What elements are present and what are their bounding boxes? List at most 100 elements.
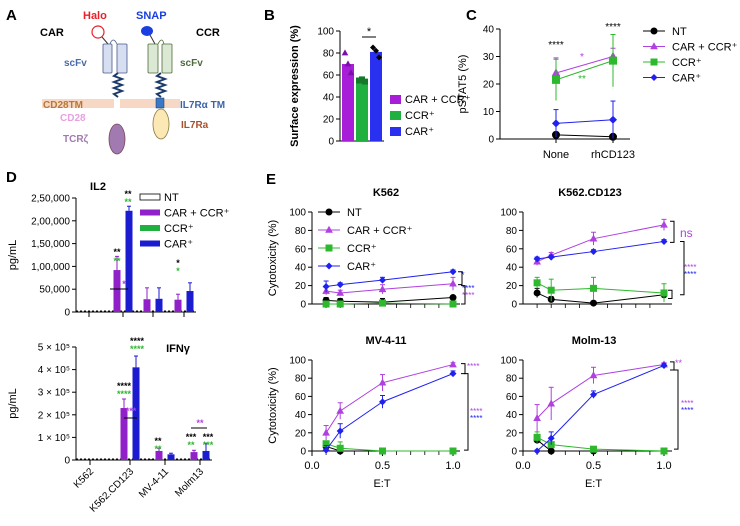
y-tick-label: 50,000 (39, 285, 70, 296)
panel-label-d: D (6, 169, 17, 186)
series-line (326, 297, 454, 303)
data-point (449, 447, 457, 455)
significance-bracket (464, 373, 469, 451)
legend-marker (650, 74, 658, 81)
y-tick-label: 80 (323, 49, 335, 60)
significance-marker: * (580, 52, 584, 63)
y-tick-label: 40 (295, 263, 307, 274)
legend-swatch (390, 127, 401, 136)
significance-marker: **** (117, 381, 132, 391)
data-point (336, 288, 345, 296)
y-tick-label: 0 (511, 300, 517, 311)
y-tick-label: 5 × 10⁵ (38, 343, 70, 354)
significance-marker: **** (117, 389, 132, 399)
legend-label: CAR⁺ (164, 239, 193, 251)
legend-marker (325, 225, 333, 233)
y-axis-label: Cytotoxicity (%) (267, 367, 279, 443)
data-point (449, 370, 457, 378)
data-point (533, 433, 541, 441)
significance-marker: ** (675, 358, 683, 368)
y-tick-label: 20 (506, 428, 518, 439)
data-point (378, 378, 387, 386)
x-tick-label: 0.0 (515, 460, 530, 472)
significance-marker: **** (681, 399, 693, 408)
panel-label-e: E (266, 171, 276, 188)
y-tick-label: 1 × 10⁵ (38, 433, 70, 444)
significance-marker: **** (681, 406, 693, 415)
data-point (660, 447, 668, 455)
y-tick-label: 2,50,000 (31, 194, 70, 205)
data-point (533, 289, 541, 297)
bar (132, 367, 140, 460)
chart-title: K562 (373, 187, 399, 199)
x-tick-label: Molm13 (173, 466, 206, 499)
data-point (590, 284, 597, 292)
bar (174, 299, 182, 312)
significance-marker: * (461, 270, 465, 280)
data-point (322, 428, 330, 436)
series-ccr (533, 276, 668, 303)
data-point (547, 286, 555, 294)
receptor-diagram: Halo SNAP CAR CCR scFv scFv CD28TM IL7Rα… (40, 10, 225, 155)
data-point (373, 47, 379, 54)
series-car (552, 100, 617, 139)
y-tick-label: 80 (295, 374, 307, 385)
data-point (449, 300, 457, 308)
data-point (660, 237, 668, 245)
car-scfv-domain-1 (102, 43, 113, 74)
data-point (547, 447, 555, 455)
legend-label: CAR⁺ (405, 126, 434, 138)
series-ccr (552, 34, 617, 101)
y-tick-label: 0 (300, 447, 306, 458)
data-point (336, 444, 344, 452)
data-point (660, 220, 668, 228)
snap-label: SNAP (136, 10, 167, 22)
x-axis-label: E:T (373, 478, 390, 490)
data-point (449, 279, 457, 287)
chart-cytotoxicity-mv411: 0 20 40 60 80 100 0.0 0.5 1.0 MV-4-11 Cytotoxicity… (267, 335, 482, 490)
legend-marker (650, 42, 658, 50)
cd28-label: CD28 (60, 113, 86, 124)
chart-pstat5: 0 10 20 30 40 None rhCD123 NT CAR + CCR⁺ CCR⁺ CAR⁺… (457, 22, 738, 161)
ccr-label: CCR (196, 27, 220, 39)
significance-marker: ** (113, 256, 121, 266)
membrane-left (42, 99, 114, 108)
legend-marker (650, 27, 658, 35)
y-tick-label: 80 (295, 226, 307, 237)
x-tick-label: MV-4-11 (137, 466, 171, 500)
legend-marker (325, 244, 333, 252)
significance-marker: **** (684, 263, 696, 272)
bar (167, 454, 175, 460)
x-tick-label: 0.0 (304, 460, 319, 472)
y-tick-label: 0 (488, 135, 494, 146)
significance-bracket (680, 240, 685, 296)
y-tick-label: 40 (483, 25, 495, 36)
car-scfv-domain-2 (116, 43, 128, 74)
y-tick-label: 0 (511, 447, 517, 458)
significance-marker: **** (467, 362, 479, 371)
chart-title: IFNγ (166, 343, 191, 355)
halo-label: Halo (83, 10, 107, 22)
significance-bracket (670, 220, 675, 243)
data-point (370, 44, 376, 51)
y-tick-label: 10 (483, 107, 495, 118)
y-tick-label: 60 (295, 244, 307, 255)
y-tick-label: 3 × 10⁵ (38, 388, 70, 399)
legend-label: CCR⁺ (347, 243, 377, 255)
significance-marker: ** (154, 444, 162, 454)
significance-marker: **** (462, 291, 474, 300)
legend-label: NT (347, 207, 362, 219)
significance-marker: ** (196, 418, 204, 428)
y-tick-label: 0 (64, 308, 70, 319)
significance-marker: *** (126, 406, 137, 416)
series-line (555, 119, 614, 124)
data-point (379, 398, 386, 406)
legend-label: CCR⁺ (164, 223, 194, 235)
il7ra-tm-domain (155, 97, 165, 109)
bar (186, 291, 194, 312)
significance-marker: * (367, 26, 372, 38)
y-tick-label: 0 (64, 456, 70, 467)
y-tick-label: 100 (289, 356, 306, 367)
significance-marker: **** (548, 40, 564, 51)
halo-linker (101, 36, 109, 45)
